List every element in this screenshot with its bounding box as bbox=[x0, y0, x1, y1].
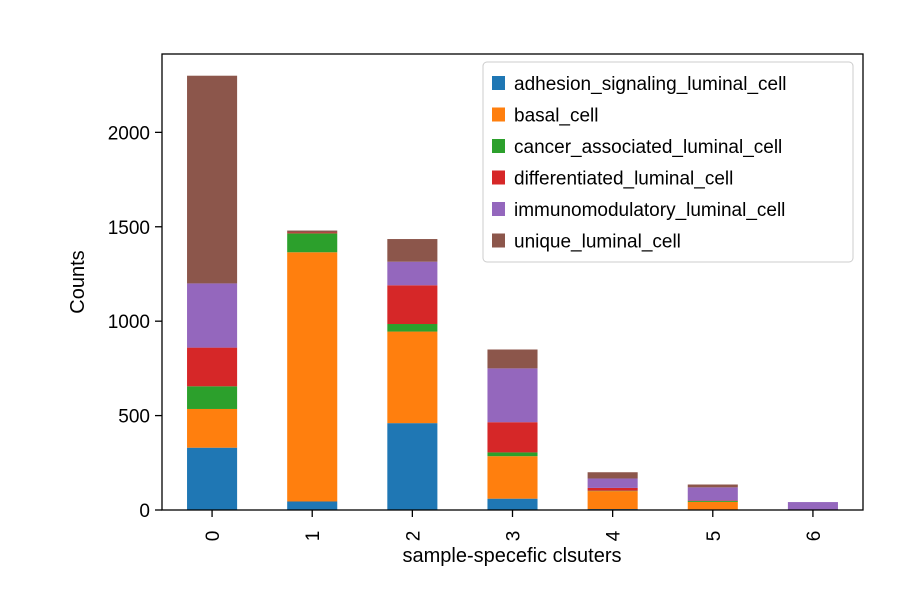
legend-swatch bbox=[492, 139, 505, 153]
y-axis-label: Counts bbox=[67, 250, 89, 313]
legend: adhesion_signaling_luminal_cell basal_cel… bbox=[482, 61, 854, 263]
bar-segment-2-cluster-3 bbox=[487, 452, 538, 457]
legend-swatch bbox=[492, 202, 505, 216]
bar-segment-1-cluster-3 bbox=[487, 456, 538, 499]
legend-swatch bbox=[492, 233, 505, 248]
x-axis: 0 1 2 3 4 5 6 bbox=[203, 510, 825, 541]
legend-label: unique_luminal_cell bbox=[514, 232, 681, 253]
bar-segment-2-cluster-5 bbox=[687, 500, 738, 502]
legend-label: basal_cell bbox=[514, 106, 599, 127]
bar-segment-2-cluster-2 bbox=[387, 324, 438, 332]
bar-segment-1-cluster-1 bbox=[287, 252, 338, 502]
bar-segment-3-cluster-0 bbox=[187, 347, 238, 387]
bar-segment-2-cluster-1 bbox=[287, 233, 338, 253]
bar-segment-5-cluster-0 bbox=[187, 75, 238, 284]
x-tick-label: 4 bbox=[604, 530, 625, 541]
y-tick-label: 1500 bbox=[108, 218, 150, 239]
bar-segment-4-cluster-0 bbox=[187, 283, 238, 348]
bar-segment-4-cluster-4 bbox=[587, 478, 638, 488]
bar-segment-1-cluster-5 bbox=[687, 501, 738, 510]
y-tick-label: 0 bbox=[139, 501, 150, 522]
bar-segment-1-cluster-0 bbox=[187, 408, 238, 448]
y-axis: 0 500 1000 1500 2000 bbox=[108, 123, 162, 522]
bar-segment-0-cluster-2 bbox=[387, 423, 438, 510]
bar-segment-4-cluster-5 bbox=[687, 487, 738, 501]
y-tick-label: 2000 bbox=[108, 123, 150, 144]
bar-segment-3-cluster-2 bbox=[387, 285, 438, 325]
legend-swatch bbox=[492, 76, 505, 90]
bar-segment-4-cluster-3 bbox=[487, 368, 538, 423]
legend-frame bbox=[482, 61, 854, 263]
x-tick-label: 0 bbox=[203, 531, 224, 542]
bar-segment-4-cluster-2 bbox=[387, 261, 438, 286]
bar-segment-0-cluster-1 bbox=[287, 501, 338, 510]
x-axis-label: sample-specefic clsuters bbox=[403, 545, 622, 567]
legend-swatch bbox=[492, 170, 505, 185]
x-tick-label: 2 bbox=[403, 531, 424, 542]
bar-segment-5-cluster-1 bbox=[287, 230, 338, 233]
x-tick-label: 6 bbox=[804, 531, 825, 542]
bar-segment-1-cluster-2 bbox=[387, 331, 438, 424]
bar-segment-5-cluster-5 bbox=[687, 484, 738, 488]
legend-label: immunomodulatory_luminal_cell bbox=[514, 200, 785, 221]
bar-segment-5-cluster-4 bbox=[587, 472, 638, 479]
y-tick-label: 1000 bbox=[108, 312, 150, 333]
x-tick-label: 5 bbox=[704, 531, 725, 542]
bar-segment-2-cluster-0 bbox=[187, 386, 238, 409]
bar-segment-5-cluster-3 bbox=[487, 349, 538, 369]
bars-layer bbox=[187, 75, 838, 510]
bar-segment-3-cluster-4 bbox=[587, 487, 638, 491]
bar-segment-0-cluster-0 bbox=[187, 447, 238, 510]
legend-label: differentiated_luminal_cell bbox=[514, 169, 733, 190]
y-tick-label: 500 bbox=[118, 407, 150, 428]
legend-label: cancer_associated_luminal_cell bbox=[514, 137, 782, 158]
bar-segment-0-cluster-3 bbox=[487, 498, 538, 510]
bar-segment-4-cluster-6 bbox=[787, 502, 838, 510]
x-tick-label: 1 bbox=[303, 531, 324, 542]
legend-swatch bbox=[492, 107, 505, 122]
bar-segment-3-cluster-3 bbox=[487, 422, 538, 453]
x-tick-label: 3 bbox=[504, 531, 525, 542]
bar-segment-5-cluster-2 bbox=[387, 239, 438, 262]
legend-label: adhesion_signaling_luminal_cell bbox=[514, 74, 787, 95]
bar-segment-1-cluster-4 bbox=[587, 491, 638, 510]
bar-segment-3-cluster-1 bbox=[287, 232, 338, 234]
